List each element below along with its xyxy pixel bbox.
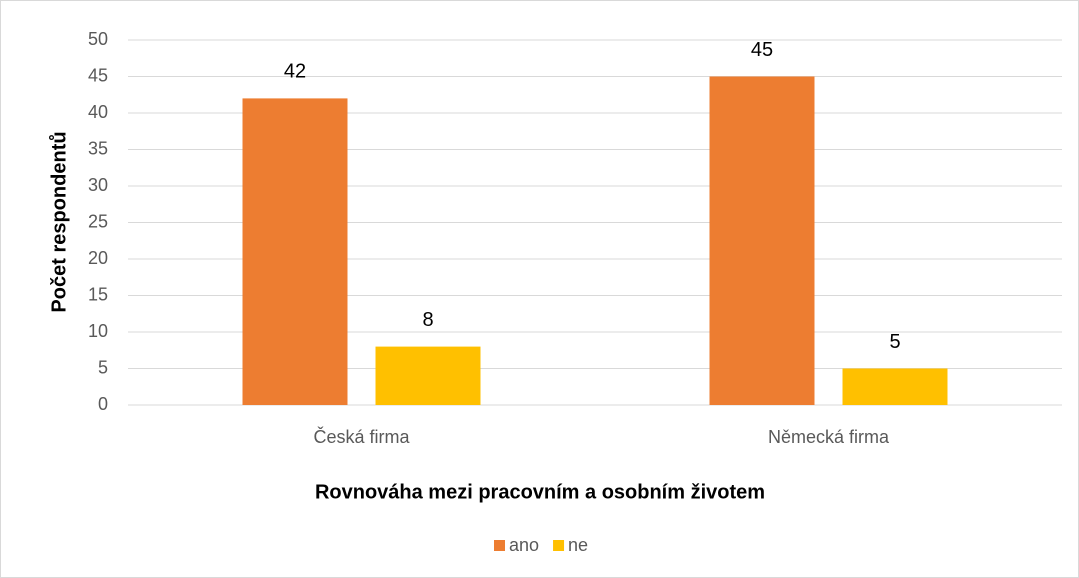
- y-tick-label: 10: [88, 321, 108, 341]
- y-tick-label: 20: [88, 248, 108, 268]
- x-tick-label: Německá firma: [768, 427, 890, 447]
- y-tick-label: 5: [98, 357, 108, 377]
- legend-label: ano: [509, 535, 539, 555]
- y-axis-label: Počet respondentů: [48, 131, 70, 312]
- bar: [842, 368, 948, 405]
- bar: [709, 76, 815, 405]
- data-label: 8: [422, 309, 433, 331]
- data-label: 5: [889, 331, 900, 353]
- y-tick-label: 40: [88, 102, 108, 122]
- legend-swatch: [553, 540, 565, 551]
- data-label: 42: [284, 61, 306, 83]
- bar: [375, 346, 481, 405]
- y-tick-label: 15: [88, 284, 108, 304]
- bar: [242, 98, 348, 406]
- y-tick-label: 0: [98, 394, 108, 414]
- legend-label: ne: [568, 535, 588, 555]
- x-tick-label: Česká firma: [313, 426, 410, 447]
- legend-swatch: [494, 540, 505, 551]
- y-tick-label: 35: [88, 138, 108, 158]
- y-tick-label: 30: [88, 175, 108, 195]
- y-tick-label: 25: [88, 211, 108, 231]
- data-label: 45: [751, 39, 773, 61]
- y-tick-label: 45: [88, 65, 108, 85]
- y-tick-label: 50: [88, 29, 108, 49]
- x-axis-label: Rovnováha mezi pracovním a osobním život…: [315, 481, 765, 503]
